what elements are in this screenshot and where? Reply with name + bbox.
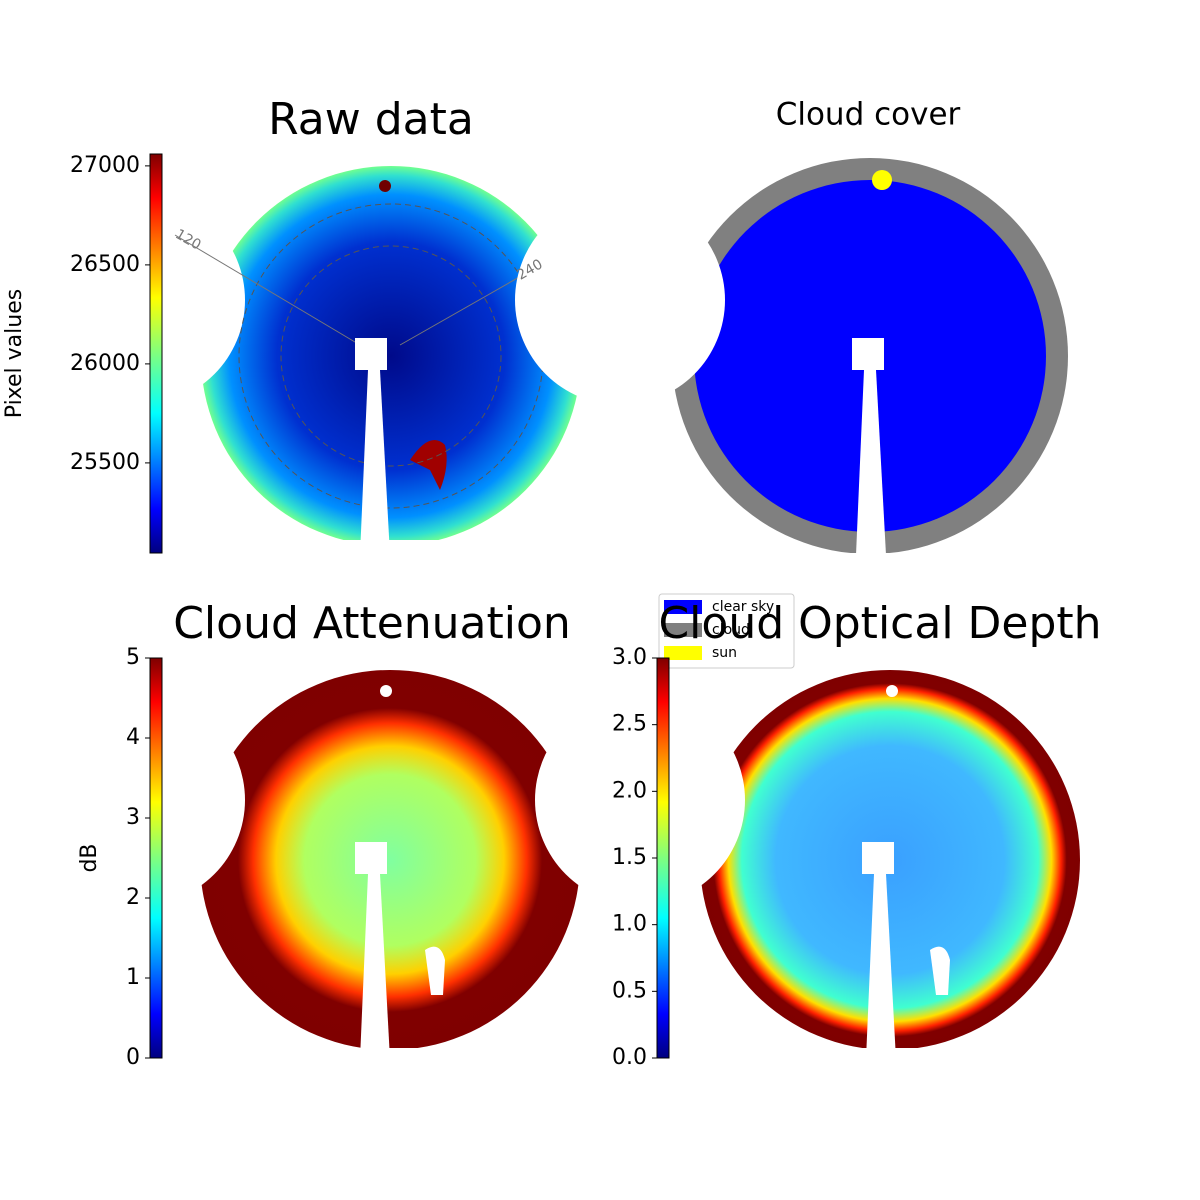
colorbar-tick-label: 2.0 xyxy=(612,778,647,803)
colorbar xyxy=(149,153,163,554)
colorbar-label: Pixel values xyxy=(2,289,27,418)
legend-label: sun xyxy=(712,645,737,661)
colorbar-tick-label: 3 xyxy=(126,805,140,830)
colorbar-tick-label: 0 xyxy=(126,1045,140,1070)
colorbar xyxy=(149,657,163,1059)
colorbar-tick-label: 5 xyxy=(126,645,140,670)
legend-swatch xyxy=(664,600,702,614)
legend-label: clear sky xyxy=(712,599,774,615)
colorbar-tick-label: 1.0 xyxy=(612,912,647,937)
legend-label: cloud xyxy=(712,622,750,638)
panel-title: Cloud Optical Depth xyxy=(658,598,1101,649)
colorbar-tick-label: 3.0 xyxy=(612,645,647,670)
panel-title: Raw data xyxy=(268,94,474,145)
colorbar-tick-label: 2.5 xyxy=(612,712,647,737)
colorbar-tick-label: 27000 xyxy=(70,153,140,178)
colorbar-tick-label: 1 xyxy=(126,965,140,990)
colorbar-tick-label: 2 xyxy=(126,885,140,910)
legend-swatch xyxy=(664,646,702,660)
colorbar-tick-label: 1.5 xyxy=(612,845,647,870)
panel-title: Cloud cover xyxy=(776,97,961,133)
colorbar-tick-label: 0.5 xyxy=(612,978,647,1003)
legend-swatch xyxy=(664,623,702,637)
colorbar-tick-label: 26000 xyxy=(70,351,140,376)
colorbar-tick-label: 25500 xyxy=(70,450,140,475)
colorbar-label: dB xyxy=(77,843,102,872)
colorbar-tick-label: 4 xyxy=(126,725,140,750)
panel-title: Cloud Attenuation xyxy=(173,598,571,649)
sky-images xyxy=(35,120,1100,1088)
colorbar-tick-label: 0.0 xyxy=(612,1045,647,1070)
colorbar-tick-label: 26500 xyxy=(70,252,140,277)
colorbar xyxy=(656,657,670,1059)
